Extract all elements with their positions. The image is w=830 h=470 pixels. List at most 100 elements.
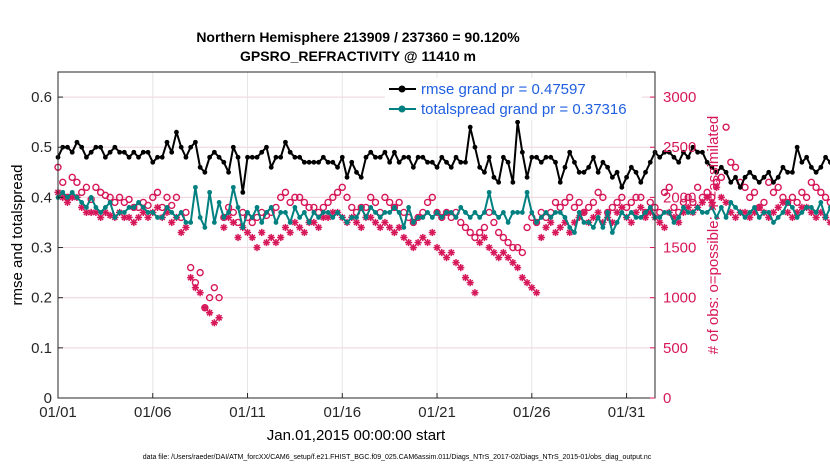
series-rmse: [55, 119, 830, 195]
point-totalspread: [178, 210, 184, 215]
point-possible: [798, 188, 806, 197]
point-totalspread: [306, 220, 312, 225]
point-totalspread: [463, 210, 468, 215]
point-possible: [689, 198, 697, 207]
point-rmse: [235, 154, 241, 160]
point-totalspread: [576, 210, 582, 215]
point-assimilated: [471, 289, 479, 297]
point-totalspread: [98, 210, 104, 215]
point-totalspread: [742, 215, 748, 220]
point-totalspread: [377, 215, 383, 220]
point-assimilated: [523, 279, 531, 287]
point-rmse: [211, 149, 217, 155]
point-rmse: [524, 174, 530, 180]
point-assimilated: [452, 258, 460, 267]
point-assimilated: [220, 223, 228, 232]
point-rmse: [117, 149, 122, 155]
point-totalspread: [368, 205, 374, 210]
point-totalspread: [472, 210, 478, 215]
point-assimilated: [168, 218, 176, 227]
point-rmse: [472, 144, 478, 150]
point-totalspread: [808, 205, 814, 210]
point-rmse: [69, 149, 75, 155]
y-axis-label-right: # of obs: o=possible; ∗=assimilated: [705, 116, 722, 355]
point-rmse: [140, 149, 146, 155]
point-rmse: [221, 159, 227, 165]
point-possible: [504, 238, 512, 247]
point-possible: [660, 188, 669, 197]
point-rmse: [264, 144, 269, 150]
point-totalspread: [88, 194, 94, 200]
point-totalspread: [117, 210, 122, 215]
point-rmse: [230, 144, 236, 150]
y-tick-label-right: 2500: [663, 139, 696, 156]
point-assimilated: [708, 198, 716, 206]
point-totalspread: [723, 215, 729, 220]
point-totalspread: [401, 225, 407, 230]
point-possible: [741, 183, 749, 192]
point-possible: [367, 193, 375, 202]
point-totalspread: [638, 215, 644, 220]
point-possible: [599, 193, 607, 202]
x-tick-label: 01/01: [39, 404, 77, 421]
point-rmse: [813, 169, 819, 175]
point-totalspread: [752, 205, 757, 210]
point-possible: [670, 203, 678, 212]
y-tick-label-left: 0: [44, 390, 52, 407]
point-totalspread: [581, 220, 587, 225]
point-possible: [329, 193, 337, 202]
point-totalspread: [595, 215, 601, 220]
point-assimilated: [97, 213, 105, 222]
point-assimilated: [485, 243, 493, 252]
point-assimilated: [243, 228, 252, 237]
y-tick-label-left: 0.4: [31, 189, 52, 206]
point-totalspread: [733, 205, 738, 210]
point-rmse: [401, 154, 407, 160]
point-possible: [561, 198, 569, 207]
legend-rmse-label: rmse grand pr = 0.47597: [421, 81, 586, 98]
point-assimilated: [532, 289, 541, 297]
x-tick-label: 01/26: [513, 404, 551, 421]
point-possible: [385, 198, 394, 207]
point-rmse: [808, 164, 814, 170]
point-rmse: [145, 149, 151, 155]
point-rmse: [406, 154, 412, 160]
point-totalspread: [785, 200, 791, 205]
point-possible: [821, 193, 830, 202]
point-assimilated: [82, 208, 91, 217]
point-rmse: [283, 139, 288, 145]
point-totalspread: [159, 215, 165, 220]
point-possible: [499, 233, 508, 242]
point-assimilated: [551, 228, 560, 237]
point-rmse: [562, 164, 568, 170]
point-totalspread: [150, 210, 156, 215]
point-rmse: [548, 154, 554, 160]
point-assimilated: [812, 213, 820, 222]
point-totalspread: [510, 210, 516, 215]
y-tick-label-left: 0.6: [31, 89, 52, 106]
point-rmse: [420, 154, 426, 160]
point-rmse: [681, 149, 686, 155]
point-rmse: [775, 174, 781, 180]
point-rmse: [510, 179, 516, 185]
point-assimilated: [774, 203, 782, 212]
point-possible: [300, 198, 309, 207]
point-totalspread: [330, 215, 336, 220]
point-rmse: [396, 159, 402, 165]
point-totalspread: [392, 205, 397, 210]
point-rmse: [742, 174, 748, 180]
point-totalspread: [619, 210, 625, 215]
point-assimilated: [78, 203, 86, 212]
point-totalspread: [406, 205, 412, 210]
point-totalspread: [827, 205, 830, 210]
point-possible: [172, 193, 181, 202]
point-totalspread: [823, 215, 828, 220]
point-possible: [523, 223, 531, 232]
point-totalspread: [671, 220, 677, 225]
point-possible: [475, 228, 484, 237]
point-rmse: [624, 174, 629, 180]
point-assimilated: [92, 208, 100, 217]
point-assimilated: [698, 198, 706, 206]
y-tick-label-right: 1000: [663, 290, 696, 307]
point-assimilated: [63, 198, 72, 206]
